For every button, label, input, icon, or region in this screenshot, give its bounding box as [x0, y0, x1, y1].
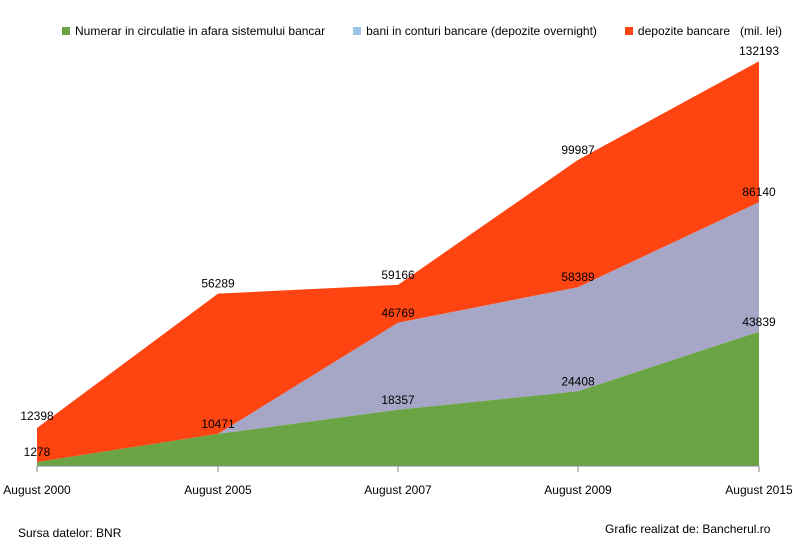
data-label-s0-1: 10471 — [201, 417, 235, 431]
legend-label-depozite: depozite bancare — [637, 24, 730, 38]
area-depozite — [37, 61, 759, 463]
area-overnight — [37, 202, 759, 463]
data-label-s2-2: 59166 — [381, 268, 415, 282]
legend-swatch-overnight — [353, 27, 362, 35]
data-label-s2-3: 99987 — [561, 143, 595, 157]
legend-label-overnight: bani in conturi bancare (depozite overni… — [366, 24, 597, 38]
legend-swatch-depozite — [624, 27, 633, 35]
data-label-s1-3: 58389 — [561, 270, 595, 284]
legend-swatch-numerar — [62, 27, 70, 35]
data-label-s0-3: 24408 — [561, 374, 595, 388]
x-tick-label-0: August 2000 — [3, 483, 71, 497]
x-tick-label-4: August 2015 — [725, 483, 793, 497]
data-label-s2-1: 56289 — [201, 277, 235, 291]
data-label-s1-4: 86140 — [742, 185, 776, 199]
legend-item-depozite: depozite bancare — [624, 24, 730, 38]
legend: Numerar in circulatie in afara sistemulu… — [62, 22, 782, 40]
x-tick-label-1: August 2005 — [184, 483, 252, 497]
x-tick-label-2: August 2007 — [364, 483, 432, 497]
data-label-s1-2: 46769 — [381, 306, 415, 320]
legend-label-numerar: Numerar in circulatie in afara sistemulu… — [75, 24, 326, 38]
source-note: Sursa datelor: BNR — [18, 526, 122, 540]
data-label-s0-4: 43839 — [742, 315, 776, 329]
area-numerar — [37, 331, 759, 466]
legend-item-numerar: Numerar in circulatie in afara sistemulu… — [62, 24, 325, 38]
legend-item-overnight: bani in conturi bancare (depozite overni… — [353, 24, 597, 38]
data-label-s0-2: 18357 — [381, 393, 415, 407]
data-label-s0-0: 1278 — [24, 445, 51, 459]
credit-note: Grafic realizat de: Bancherul.ro — [605, 522, 771, 536]
x-tick-label-3: August 2009 — [544, 483, 612, 497]
unit-label: (mil. lei) — [740, 24, 782, 38]
data-label-s2-0: 12398 — [20, 409, 54, 423]
data-label-s2-4: 132193 — [739, 44, 779, 58]
